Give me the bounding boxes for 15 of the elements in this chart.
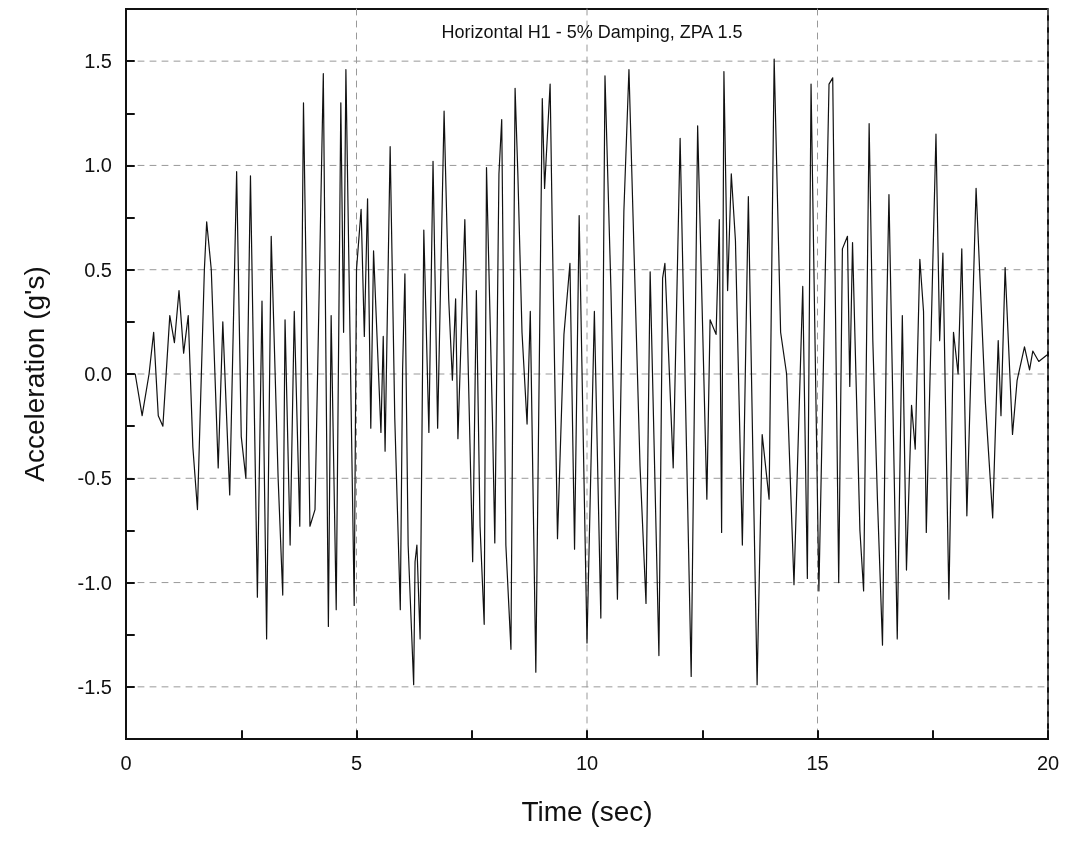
x-tick-label: 20 <box>1036 752 1060 774</box>
x-tick-label: 15 <box>806 752 829 774</box>
y-tick-label: -1.0 <box>77 571 112 594</box>
x-axis-title: Time (sec) <box>521 795 653 827</box>
y-axis-title: Acceleration (g's) <box>18 266 50 482</box>
y-tick-label: -0.5 <box>77 467 112 490</box>
text: Horizontal H1 - 5% Damping, ZPA 1.5 <box>441 22 743 42</box>
y-tick-label: 1.0 <box>84 154 112 177</box>
x-tick-label: 10 <box>575 752 599 774</box>
y-tick-label: 0.0 <box>84 363 112 385</box>
x-tick-label: 0 <box>120 752 132 774</box>
y-tick-label: 0.5 <box>84 258 112 281</box>
y-tick-label: -1.5 <box>77 675 112 698</box>
y-tick-label: 1.5 <box>84 50 112 73</box>
x-tick-label: 5 <box>350 752 363 774</box>
